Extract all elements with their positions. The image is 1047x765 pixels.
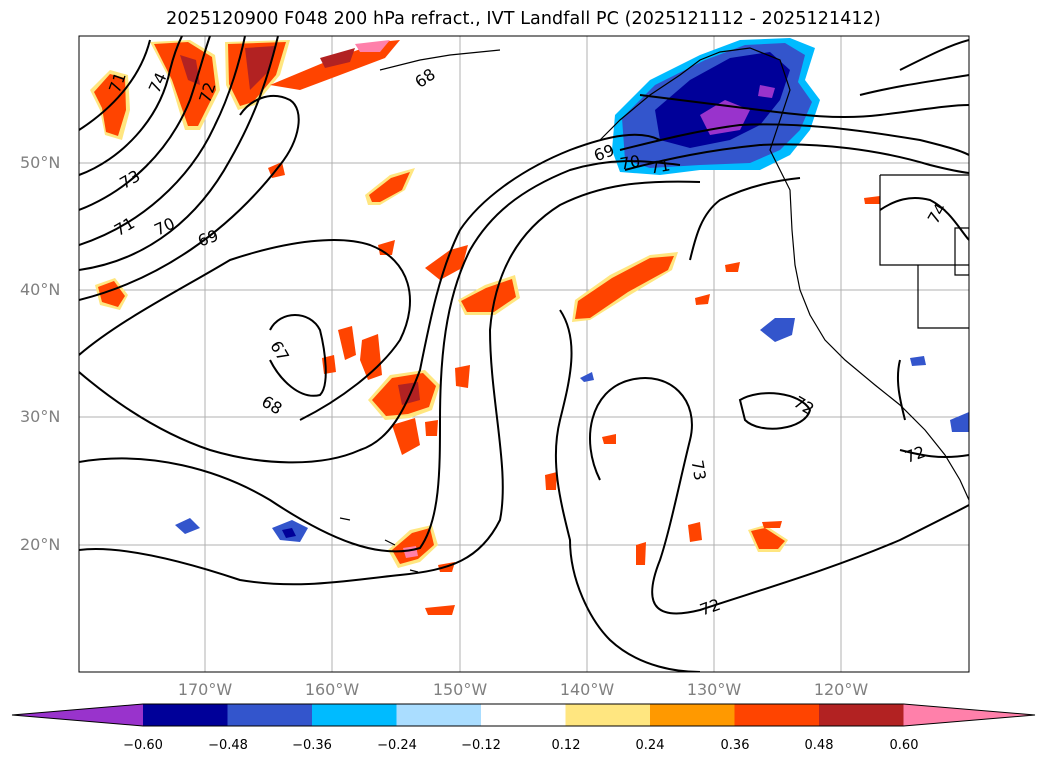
colorbar-segment bbox=[565, 704, 651, 726]
colorbar-tick-label: −0.12 bbox=[461, 738, 501, 753]
colorbar-segment bbox=[143, 704, 228, 726]
colorbar-tick-label: −0.36 bbox=[292, 738, 332, 753]
lat-label: 50°N bbox=[20, 153, 61, 172]
colorbar bbox=[11, 703, 1036, 727]
contour-label: 71 bbox=[648, 155, 671, 177]
lat-label: 30°N bbox=[20, 407, 61, 426]
lon-label: 130°W bbox=[686, 680, 742, 699]
colorbar-segment bbox=[396, 704, 482, 726]
lat-label: 20°N bbox=[20, 535, 61, 554]
plot-frame bbox=[78, 35, 970, 673]
colorbar-tick-label: 0.24 bbox=[635, 738, 665, 753]
colorbar-extend-left bbox=[12, 704, 143, 726]
colorbar-segment bbox=[650, 704, 735, 726]
lon-label: 120°W bbox=[813, 680, 869, 699]
lon-label: 140°W bbox=[559, 680, 615, 699]
colorbar-outline bbox=[11, 703, 1036, 727]
refractivity-contours bbox=[79, 36, 969, 672]
colorbar-tick-label: 0.36 bbox=[720, 738, 750, 753]
colorbar-tick-label: 0.60 bbox=[889, 738, 919, 753]
coastlines bbox=[339, 47, 969, 573]
map-title: 2025120900 F048 200 hPa refract., IVT La… bbox=[166, 9, 881, 29]
contour-label: 70 bbox=[618, 151, 641, 173]
colorbar-tick-label: −0.24 bbox=[377, 738, 417, 753]
lat-label: 40°N bbox=[20, 280, 61, 299]
plot-area bbox=[79, 36, 969, 672]
positive-ivt-regions bbox=[90, 40, 880, 615]
colorbar-extend-right bbox=[903, 704, 1035, 726]
lon-label: 150°W bbox=[432, 680, 488, 699]
colorbar-segment bbox=[481, 704, 566, 726]
contour-label: 73 bbox=[688, 459, 710, 482]
colorbar-tick-label: −0.48 bbox=[208, 738, 248, 753]
colorbar-segment bbox=[819, 704, 904, 726]
lon-label: 160°W bbox=[304, 680, 360, 699]
colorbar-tick-label: 0.12 bbox=[551, 738, 581, 753]
colorbar-tick-label: −0.60 bbox=[123, 738, 163, 753]
colorbar-tick-label: 0.48 bbox=[804, 738, 834, 753]
colorbar-segment bbox=[734, 704, 820, 726]
colorbar-segment bbox=[227, 704, 313, 726]
lon-label: 170°W bbox=[177, 680, 233, 699]
colorbar-segment bbox=[312, 704, 397, 726]
